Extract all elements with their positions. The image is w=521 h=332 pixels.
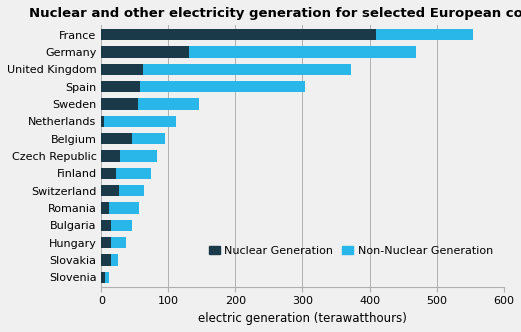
Bar [138, 99, 199, 110]
Bar [102, 168, 116, 179]
Bar [102, 64, 143, 75]
Bar [189, 46, 416, 58]
Bar [102, 185, 119, 196]
Bar [102, 133, 132, 144]
Bar [140, 81, 304, 92]
Bar [111, 220, 132, 231]
Bar [102, 254, 111, 266]
Bar [120, 150, 157, 162]
Bar [102, 81, 140, 92]
X-axis label: electric generation (terawatthours): electric generation (terawatthours) [198, 312, 407, 325]
Bar [102, 116, 104, 127]
Legend: Nuclear Generation, Non-Nuclear Generation: Nuclear Generation, Non-Nuclear Generati… [204, 241, 498, 260]
Bar [105, 272, 109, 283]
Bar [376, 29, 474, 41]
Bar [111, 254, 118, 266]
Bar [102, 220, 111, 231]
Bar [119, 185, 144, 196]
Bar [116, 168, 151, 179]
Bar [143, 64, 351, 75]
Bar [102, 29, 376, 41]
Bar [102, 99, 138, 110]
Bar [111, 237, 126, 248]
Bar [132, 133, 165, 144]
Bar [102, 150, 120, 162]
Bar [102, 237, 111, 248]
Bar [104, 116, 177, 127]
Text: Nuclear and other electricity generation for selected European countries, 2010: Nuclear and other electricity generation… [29, 7, 521, 20]
Bar [102, 272, 105, 283]
Bar [109, 202, 139, 213]
Bar [102, 202, 109, 213]
Bar [102, 46, 189, 58]
